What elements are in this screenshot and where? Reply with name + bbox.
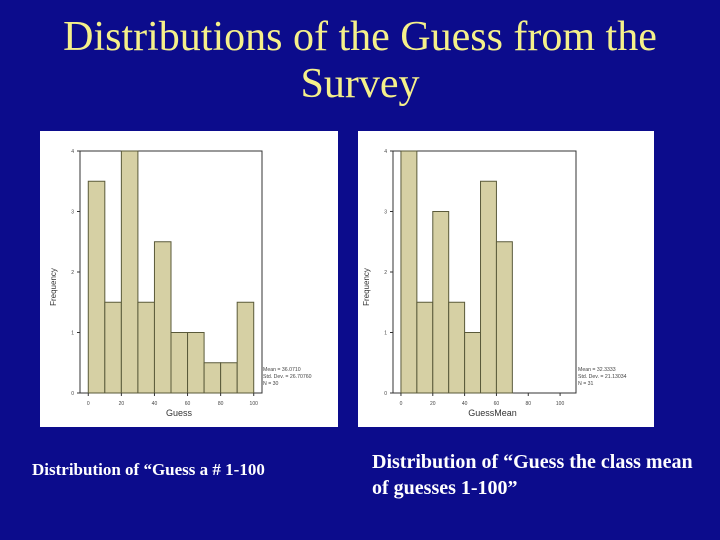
stats-text: Mean = 32.3333 <box>578 367 616 373</box>
x-axis-label: GuessMean <box>468 408 517 418</box>
x-tick-label: 100 <box>556 401 565 407</box>
x-tick-label: 0 <box>87 401 90 407</box>
histogram-bar <box>464 332 482 394</box>
histogram-bar <box>137 301 155 394</box>
y-tick-label: 3 <box>71 210 74 216</box>
histogram-panel-guess-mean: 0 1 2 3 4 0 20 40 60 80 100 GuessMean Frequency Mean … <box>358 131 654 427</box>
y-tick-label: 0 <box>384 391 387 397</box>
stats-text: N = 30 <box>263 381 279 387</box>
x-tick-label: 80 <box>525 401 531 407</box>
title-line-1: Distributions of the Guess from the <box>63 14 657 60</box>
histogram-bar <box>153 241 172 394</box>
histogram-bar <box>432 211 450 394</box>
x-tick-label: 20 <box>430 401 436 407</box>
x-axis-label: Guess <box>166 408 193 418</box>
y-tick-label: 2 <box>71 270 74 276</box>
histogram-bar <box>170 332 189 394</box>
histogram-bar <box>495 241 513 394</box>
y-axis-label: Frequency <box>49 268 58 306</box>
histogram-panel-guess: 0 1 2 3 4 0 20 40 60 80 100 Guess Frequency Mean = 36… <box>40 131 338 427</box>
x-tick-label: 40 <box>462 401 468 407</box>
x-tick-label: 0 <box>400 401 403 407</box>
histogram-bar <box>104 301 122 394</box>
histogram-bar <box>480 180 497 394</box>
x-tick-label: 60 <box>494 401 500 407</box>
slide-title: Distributions of the Guess from the Surv… <box>0 14 720 108</box>
y-tick-label: 4 <box>71 149 74 155</box>
histogram-bar <box>448 301 466 394</box>
y-tick-label: 3 <box>384 210 387 216</box>
histogram-bar <box>400 150 418 394</box>
y-tick-label: 1 <box>384 331 387 337</box>
caption-left: Distribution of “Guess a # 1-100 <box>32 460 265 479</box>
y-tick-label: 4 <box>384 149 387 155</box>
y-tick-label: 0 <box>71 391 74 397</box>
y-axis-label: Frequency <box>362 268 371 306</box>
histogram-bar <box>87 180 106 394</box>
stats-text: Std. Dev. = 26.70760 <box>263 374 312 380</box>
x-tick-label: 100 <box>250 401 259 407</box>
histogram-bar <box>203 362 222 394</box>
histogram-bar <box>187 332 205 394</box>
histogram-bar <box>120 150 139 394</box>
x-tick-label: 20 <box>119 401 125 407</box>
histogram-bar <box>236 301 255 394</box>
histogram-bar <box>220 362 238 394</box>
y-tick-label: 2 <box>384 270 387 276</box>
y-tick-label: 1 <box>71 331 74 337</box>
title-line-2: Survey <box>300 61 420 107</box>
x-tick-label: 80 <box>218 401 224 407</box>
x-tick-label: 40 <box>152 401 158 407</box>
x-tick-label: 60 <box>185 401 191 407</box>
histogram-bar <box>416 301 434 394</box>
caption-right: Distribution of “Guess the class mean of… <box>372 451 693 499</box>
stats-text: N = 31 <box>578 381 594 387</box>
stats-text: Std. Dev. = 21.13034 <box>578 374 627 380</box>
stats-text: Mean = 36.0710 <box>263 367 301 373</box>
